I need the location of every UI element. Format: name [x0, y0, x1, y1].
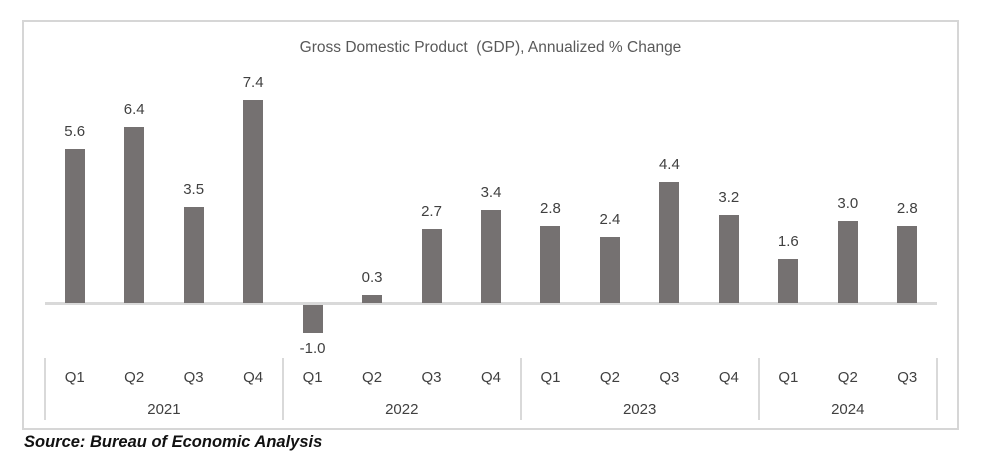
bar-2024-Q3 — [897, 226, 918, 303]
bar-2022-Q4 — [481, 209, 501, 303]
x-axis-baseline — [45, 302, 937, 305]
year-label-2022: 2022 — [385, 401, 419, 418]
bar-2021-Q4 — [243, 99, 264, 303]
bar-2021-Q2 — [124, 127, 145, 303]
bar-value-label-2021-Q2: 6.4 — [123, 101, 145, 118]
year-label-2023: 2023 — [622, 401, 657, 418]
bar-2023-Q3 — [659, 182, 680, 303]
bar-value-label-2024-Q2: 3.0 — [837, 194, 859, 212]
axis-group-divider — [281, 358, 284, 420]
bar-value-label-2022-Q4: 3.4 — [480, 183, 502, 201]
bar-2023-Q4 — [718, 215, 739, 303]
chart-title: Gross Domestic Product (GDP), Annualized… — [299, 39, 682, 56]
source-note: Source: Bureau of Economic Analysis — [24, 433, 323, 451]
bar-2023-Q2 — [599, 237, 620, 303]
bar-value-label-2023-Q4: 3.2 — [718, 189, 740, 206]
bar-value-label-2024-Q1: 1.6 — [777, 233, 799, 250]
bar-value-label-2023-Q2: 2.4 — [599, 211, 621, 228]
bar-2024-Q2 — [837, 220, 858, 303]
axis-group-divider — [757, 358, 760, 420]
bar-value-label-2022-Q3: 2.7 — [421, 202, 442, 220]
quarter-label-2023-Q4: Q4 — [718, 369, 739, 386]
quarter-label-2021-Q4: Q4 — [243, 369, 264, 386]
quarter-label-2022-Q2: Q2 — [362, 369, 383, 386]
bar-2023-Q1 — [540, 226, 561, 303]
quarter-label-2022-Q3: Q3 — [421, 369, 442, 386]
bar-value-label-2024-Q3: 2.8 — [896, 200, 918, 217]
quarter-label-2024-Q1: Q1 — [778, 369, 799, 386]
quarter-label-2023-Q3: Q3 — [659, 369, 680, 386]
bar-value-label-2023-Q3: 4.4 — [658, 156, 680, 173]
axis-group-divider — [936, 358, 938, 420]
bar-2024-Q1 — [778, 259, 799, 303]
quarter-label-2024-Q2: Q2 — [837, 369, 858, 386]
bar-value-label-2021-Q1: 5.6 — [64, 123, 86, 140]
bar-2022-Q1 — [302, 305, 323, 333]
year-label-2024: 2024 — [831, 401, 865, 418]
bar-2021-Q3 — [183, 206, 204, 303]
bar-value-label-2021-Q3: 3.5 — [183, 180, 205, 198]
bar-2022-Q2 — [362, 294, 383, 303]
axis-group-divider — [44, 358, 46, 420]
bar-value-label-2022-Q2: 0.3 — [361, 268, 383, 286]
chart-frame: Gross Domestic Product (GDP), Annualized… — [22, 20, 959, 430]
quarter-label-2022-Q4: Q4 — [480, 369, 501, 386]
bar-value-label-2023-Q1: 2.8 — [540, 200, 561, 217]
bar-value-label-2021-Q4: 7.4 — [242, 73, 264, 91]
plot-area: 5.6 Q1 6.4 Q2 3.5 Q3 7.4 Q4 2021 -1.0 Q1 0.3 Q2 2.7 Q3… — [24, 22, 957, 428]
quarter-label-2024-Q3: Q3 — [897, 369, 918, 386]
quarter-label-2023-Q1: Q1 — [540, 369, 561, 386]
bar-2022-Q3 — [421, 228, 442, 303]
bar-value-label-2022-Q1: -1.0 — [299, 339, 326, 357]
bar-2021-Q1 — [64, 149, 85, 303]
year-label-2021: 2021 — [147, 401, 181, 418]
quarter-label-2022-Q1: Q1 — [302, 369, 323, 386]
quarter-label-2023-Q2: Q2 — [599, 369, 620, 386]
quarter-label-2021-Q1: Q1 — [64, 369, 85, 386]
quarter-label-2021-Q3: Q3 — [183, 369, 204, 386]
quarter-label-2021-Q2: Q2 — [124, 369, 145, 386]
axis-group-divider — [519, 358, 522, 420]
